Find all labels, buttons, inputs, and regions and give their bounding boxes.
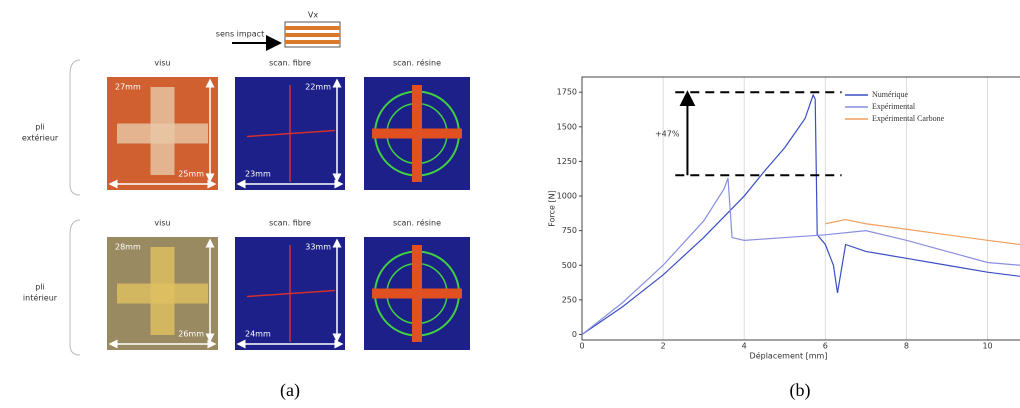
y-axis-label: Force [N] [548,190,557,226]
bracket [69,219,81,356]
annotation-text: +47% [655,129,680,138]
ply [285,40,340,44]
row-label: pli [35,123,45,132]
column-label: scan. résine [393,58,441,68]
arrow-label: sens impact [216,30,264,39]
dimension: 23mm [245,170,271,179]
dimension: 24mm [245,330,271,339]
legend-label: Expérimental Carbone [872,114,945,123]
x-tick-label: 0 [579,342,584,351]
dimension: 28mm [115,243,141,252]
panel-b: 0 2 4 6 8 10 0 250 500 750 1000 1250 1500 1750 Déplace… [548,76,1020,361]
row-label: extérieur [22,133,59,143]
fiber-trace [246,129,336,138]
y-tick-label: 1500 [557,122,577,131]
x-tick-label: 4 [742,342,747,351]
x-tick-label: 10 [982,342,992,351]
x-tick-label: 8 [904,342,909,351]
legend-label: Expérimental [872,102,916,111]
dimension: 26mm [178,330,204,339]
y-tick-label: 750 [562,226,577,235]
axes-frame [581,76,1020,341]
y-tick-label: 500 [562,261,577,270]
y-tick-label: 250 [562,295,577,304]
row-label: intérieur [23,293,58,303]
series-line [581,93,1020,335]
x-tick-label: 2 [661,342,666,351]
y-tick-label: 0 [572,330,577,339]
column-label: visu [154,59,170,68]
orientation-label: Vx [308,11,318,20]
series-line [825,218,1020,246]
damage [117,283,208,304]
ply [285,26,340,30]
legend-label: Numérique [872,90,908,99]
dimension: 27mm [115,83,141,92]
y-tick-label: 1250 [557,157,577,166]
x-axis-label: Déplacement [mm] [750,351,828,361]
resin-cross [372,288,462,299]
column-label: visu [154,219,170,228]
caption: (b) [790,380,811,401]
y-tick-label: 1750 [557,88,577,97]
bracket [69,59,81,196]
damage [117,123,208,144]
series-line [581,177,1020,335]
ply [285,33,340,37]
caption: (a) [280,380,300,401]
fiber-trace [246,289,336,298]
dimension: 25mm [178,170,204,179]
column-label: scan. fibre [269,59,311,68]
row-label: pli [35,283,45,292]
dimension: 33mm [305,243,331,252]
column-label: scan. fibre [269,219,311,228]
y-tick-label: 1000 [557,192,577,201]
column-label: scan. résine [393,218,441,228]
x-tick-label: 6 [823,342,828,351]
panel-a: Vx sens impact pliextérieurvisu27mm25mms… [22,11,470,356]
dimension: 22mm [305,83,331,92]
resin-cross [372,128,462,139]
